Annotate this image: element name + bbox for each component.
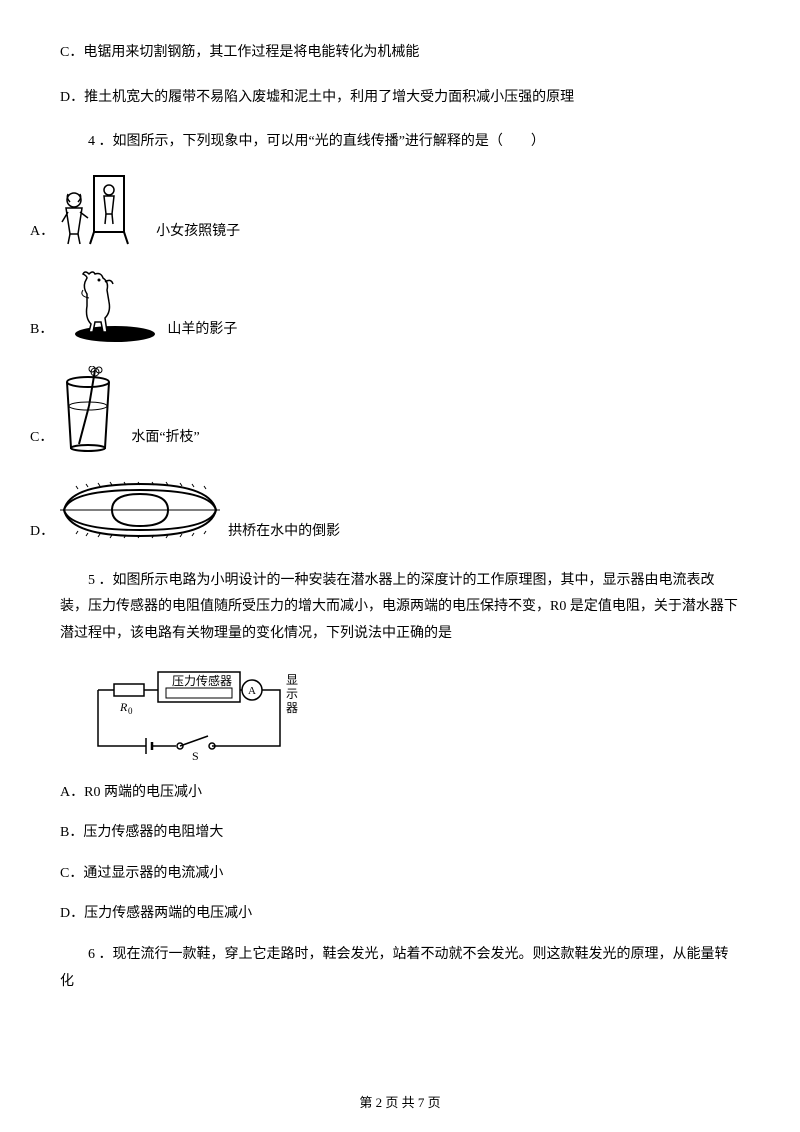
q4-a-letter: A．	[30, 219, 54, 246]
q4-c-text: 水面“折枝”	[131, 425, 199, 452]
water-refraction-icon	[59, 366, 123, 452]
q4-d-letter: D．	[30, 519, 54, 546]
q4-stem: 4 ．如图所示，下列现象中，可以用“光的直线传播”进行解释的是（ ）	[60, 129, 740, 156]
q4-option-a: A． 小女孩照镜子	[30, 174, 740, 246]
svg-text:S: S	[192, 749, 199, 762]
svg-text:器: 器	[286, 701, 298, 715]
svg-text:R: R	[119, 700, 128, 714]
mirror-girl-icon	[60, 174, 148, 246]
q5-option-d: D．压力传感器两端的电压减小	[60, 901, 740, 928]
circuit-diagram-icon: R 0 压力传感器 A 显 示 器 S	[80, 666, 740, 762]
q4-option-c: C． 水面“折枝”	[30, 366, 740, 452]
prev-option-c: C．电锯用来切割钢筋，其工作过程是将电能转化为机械能	[60, 40, 740, 67]
q5-stem: 5 ．如图所示电路为小明设计的一种安装在潜水器上的深度计的工作原理图，其中，显示…	[60, 568, 740, 648]
q4-b-text: 山羊的影子	[167, 317, 237, 344]
q6-stem: 6 ．现在流行一款鞋，穿上它走路时，鞋会发光，站着不动就不会发光。则这款鞋发光的…	[60, 942, 740, 995]
q4-d-text: 拱桥在水中的倒影	[228, 519, 340, 546]
q4-a-text: 小女孩照镜子	[156, 219, 240, 246]
svg-text:显: 显	[286, 673, 298, 687]
svg-text:A: A	[248, 685, 256, 697]
q4-b-letter: B．	[30, 317, 53, 344]
svg-text:示: 示	[286, 687, 298, 701]
q5-option-b: B．压力传感器的电阻增大	[60, 820, 740, 847]
q4-option-b: B． 山羊的影子	[30, 268, 740, 344]
page-footer: 第 2 页 共 7 页	[0, 1091, 800, 1116]
q4-option-d: D．	[30, 474, 740, 546]
prev-option-d: D．推土机宽大的履带不易陷入废墟和泥土中，利用了增大受力面积减小压强的原理	[60, 85, 740, 112]
bridge-reflection-icon	[60, 474, 220, 546]
q5-option-c: C．通过显示器的电流减小	[60, 861, 740, 888]
goat-shadow-icon	[59, 268, 159, 344]
svg-text:压力传感器: 压力传感器	[172, 673, 232, 688]
q5-option-a: A．R0 两端的电压减小	[60, 780, 740, 807]
q4-c-letter: C．	[30, 425, 53, 452]
svg-text:0: 0	[128, 706, 133, 716]
